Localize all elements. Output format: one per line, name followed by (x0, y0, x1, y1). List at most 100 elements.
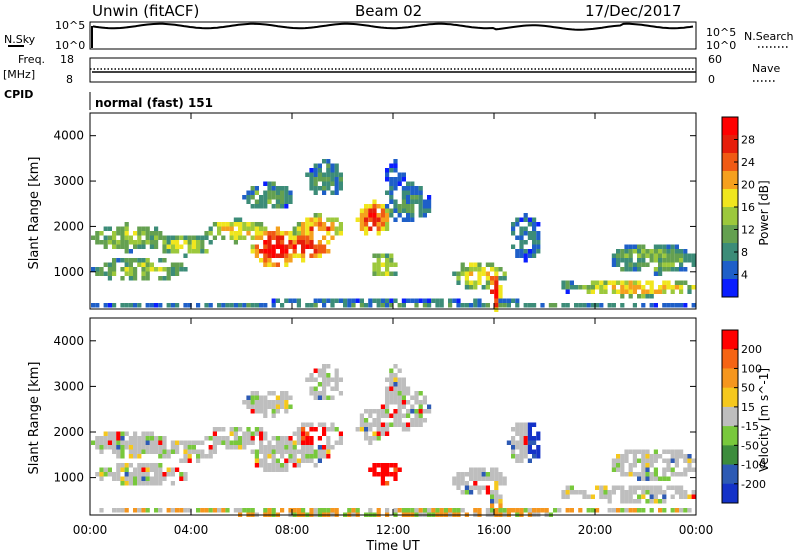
power-cell (624, 262, 629, 267)
velocity-cell (347, 508, 352, 513)
power-cell (578, 303, 583, 308)
velocity-cell (372, 409, 377, 414)
velocity-cell (611, 485, 616, 490)
velocity-cell (511, 454, 516, 459)
velocity-cell (284, 409, 289, 414)
velocity-cell (95, 440, 100, 445)
power-cell (565, 289, 570, 294)
velocity-cell (145, 476, 150, 481)
power-cell (338, 181, 343, 186)
power-cell (170, 244, 175, 249)
velocity-cell (166, 454, 171, 459)
power-cell (107, 276, 112, 281)
power-cell (410, 181, 415, 186)
power-cell (385, 267, 390, 272)
power-cell (271, 298, 276, 303)
velocity-cell (532, 422, 537, 427)
power-cell (674, 258, 679, 263)
velocity-cell (250, 508, 255, 513)
power-cell (99, 271, 104, 276)
velocity-cell (124, 431, 129, 436)
velocity-cell (322, 449, 327, 454)
power-cell (225, 226, 230, 231)
power-cell (620, 253, 625, 258)
power-cell (103, 226, 108, 231)
velocity-cell (158, 436, 163, 441)
velocity-cell (431, 508, 436, 513)
power-cell (376, 303, 381, 308)
power-cell (250, 204, 255, 209)
velocity-cell (477, 472, 482, 477)
power-cell (141, 267, 146, 272)
velocity-heatmap-cells (91, 364, 696, 517)
velocity-cell (385, 422, 390, 427)
velocity-cell (599, 485, 604, 490)
velocity-cell (502, 476, 507, 481)
power-cell (141, 226, 146, 231)
power-cell (679, 253, 684, 258)
power-cell (620, 289, 625, 294)
power-cell (229, 222, 234, 227)
velocity-cell (305, 422, 310, 427)
power-cell (233, 222, 238, 227)
velocity-cell (439, 508, 444, 513)
velocity-cell (414, 400, 419, 405)
velocity-cell (645, 458, 650, 463)
power-cell (645, 294, 650, 299)
velocity-cell (624, 472, 629, 477)
velocity-cell (267, 404, 272, 409)
power-cell (338, 186, 343, 191)
velocity-cell (212, 440, 217, 445)
velocity-cell (519, 458, 524, 463)
power-cell (683, 267, 688, 272)
velocity-cell (393, 418, 398, 423)
velocity-colorbar-segment (722, 387, 738, 408)
velocity-cell (666, 476, 671, 481)
velocity-cell (368, 508, 373, 513)
nsky-label: N.Sky (4, 33, 36, 46)
power-cell (670, 258, 675, 263)
velocity-cell (158, 467, 163, 472)
power-cell (212, 235, 217, 240)
velocity-cell (196, 458, 201, 463)
power-cell (456, 298, 461, 303)
power-cell (679, 262, 684, 267)
power-cell (263, 181, 268, 186)
power-cell (250, 186, 255, 191)
velocity-cell (683, 454, 688, 459)
velocity-cell (309, 436, 314, 441)
power-cell (624, 253, 629, 258)
power-cell (271, 244, 276, 249)
power-cell (149, 303, 154, 308)
velocity-cell (133, 467, 138, 472)
power-cell (124, 231, 129, 236)
power-cell (590, 289, 595, 294)
power-cell (674, 244, 679, 249)
velocity-cell (658, 490, 663, 495)
power-cell (284, 262, 289, 267)
power-cell (662, 303, 667, 308)
power-cell (519, 231, 524, 236)
velocity-cell (326, 454, 331, 459)
power-cell (569, 280, 574, 285)
power-cell (586, 303, 591, 308)
power-cell (666, 267, 671, 272)
power-cell (137, 262, 142, 267)
velocity-cell (397, 391, 402, 396)
velocity-cell (485, 490, 490, 495)
power-cell (317, 240, 322, 245)
power-cell (595, 280, 600, 285)
power-cell (112, 258, 117, 263)
power-cell (229, 235, 234, 240)
velocity-cell (107, 436, 112, 441)
power-cell (145, 240, 150, 245)
velocity-cell (313, 463, 318, 468)
power-ytick-label: 2000 (53, 219, 84, 233)
velocity-cell (603, 485, 608, 490)
velocity-cell (422, 418, 427, 423)
power-cell (527, 303, 532, 308)
power-ytick-label: 3000 (53, 174, 84, 188)
power-cell (460, 262, 465, 267)
power-cell (238, 222, 243, 227)
velocity-cell (338, 391, 343, 396)
